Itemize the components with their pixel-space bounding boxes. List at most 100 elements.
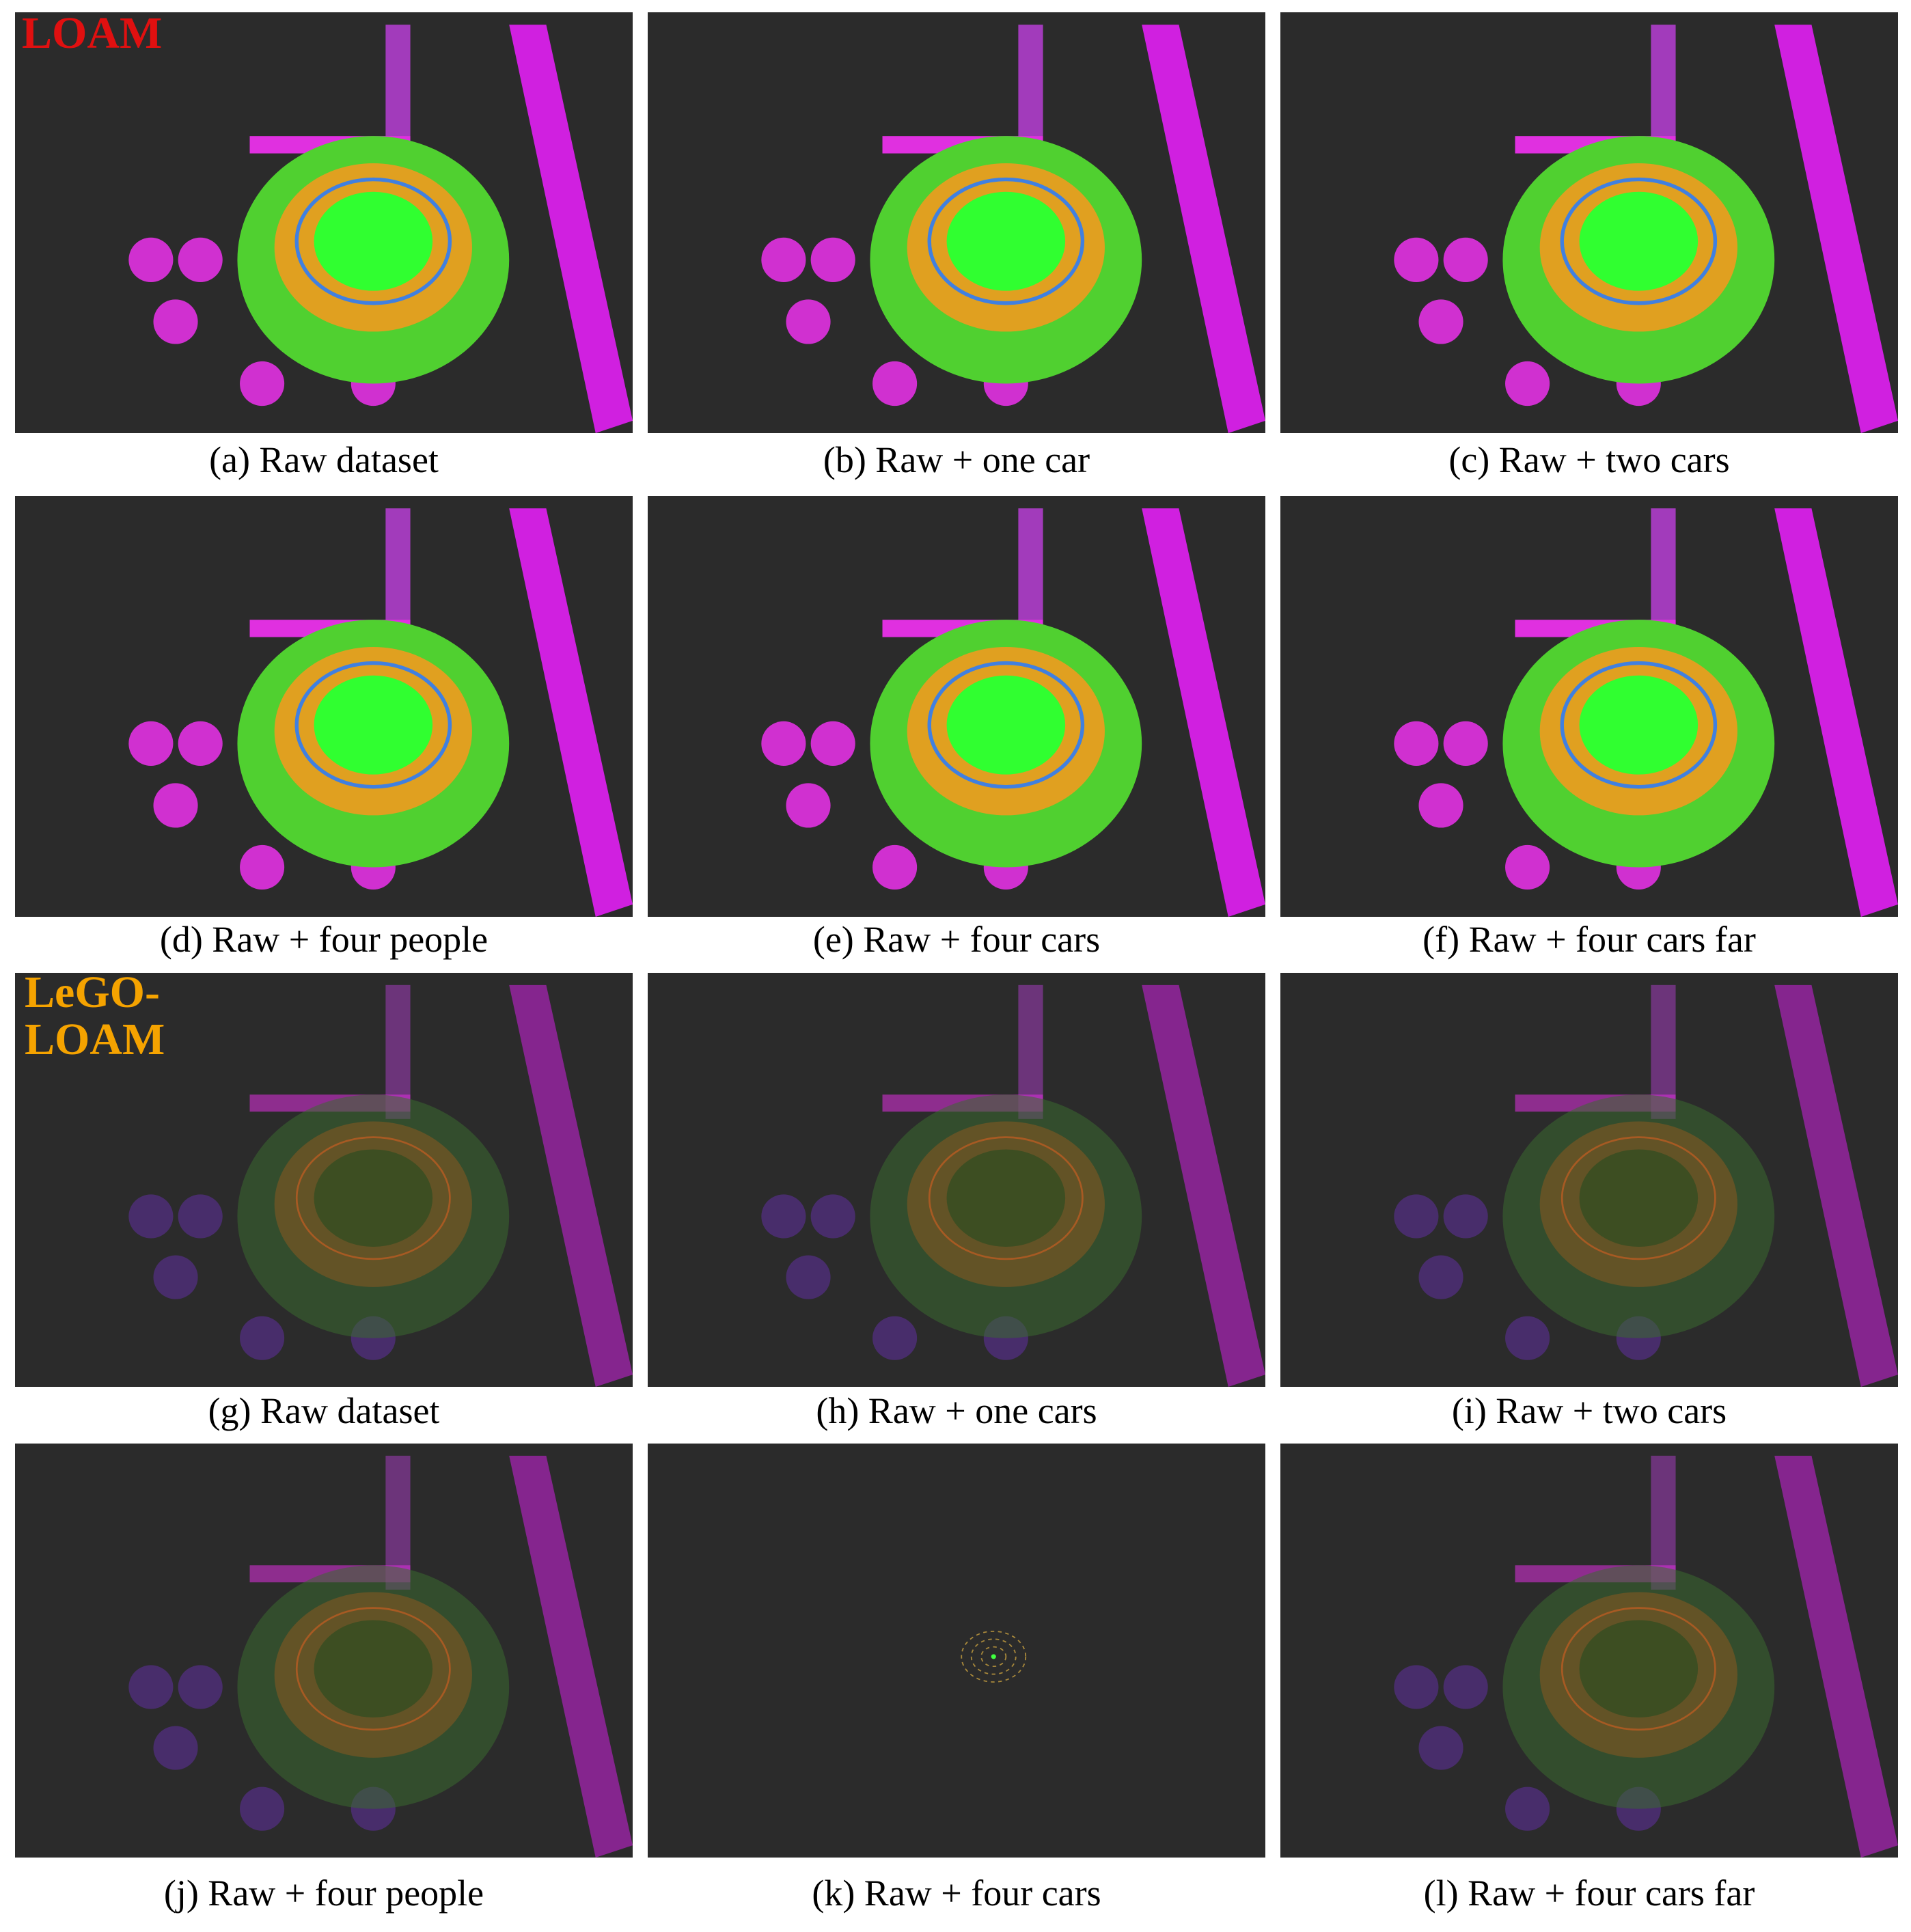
- tree-cluster: [786, 299, 831, 344]
- map-render: [1394, 984, 1898, 1387]
- tree-cluster: [786, 783, 831, 828]
- tree-cluster: [153, 783, 198, 828]
- building-wall: [1774, 25, 1898, 433]
- tree-cluster: [1505, 844, 1550, 890]
- ground-center: [1579, 191, 1699, 291]
- trajectory-ring: [295, 1607, 451, 1731]
- tree-cluster: [1505, 361, 1550, 406]
- map-render: [761, 984, 1265, 1387]
- tree-cluster: [1443, 721, 1488, 766]
- tree-cluster: [872, 361, 918, 406]
- map-render: [128, 25, 633, 433]
- scan-ring: [980, 1646, 1007, 1668]
- tree-cluster: [240, 844, 285, 890]
- point-cloud-map: [1280, 496, 1898, 917]
- trajectory-ring: [294, 177, 452, 305]
- tree-cluster: [761, 237, 806, 282]
- scan-ring: [961, 1630, 1027, 1683]
- tree-cluster: [761, 721, 806, 766]
- tree-cluster: [810, 721, 855, 766]
- building-wall: [509, 1455, 633, 1858]
- building-wall: [1142, 508, 1265, 917]
- tree-cluster: [178, 721, 223, 766]
- trajectory-ring: [928, 1136, 1084, 1260]
- point-cloud-map: [15, 1444, 633, 1858]
- tree-cluster: [153, 1255, 198, 1299]
- map-render: [1394, 508, 1898, 917]
- sensor-point: [991, 1654, 996, 1659]
- panel-caption: (h) Raw + one cars: [816, 1390, 1097, 1431]
- ground-center: [314, 1149, 433, 1247]
- method-label-line: LOAM: [25, 1015, 165, 1065]
- panel-caption: (f) Raw + four cars far: [1422, 919, 1756, 960]
- panel-caption: (i) Raw + two cars: [1451, 1390, 1727, 1431]
- trajectory-ring: [295, 1136, 451, 1260]
- tree-cluster: [786, 1255, 831, 1299]
- tree-cluster: [1418, 1726, 1463, 1770]
- trajectory-ring: [1560, 177, 1718, 305]
- ground-center: [946, 675, 1066, 775]
- panel-caption: (g) Raw dataset: [208, 1390, 440, 1431]
- map-render: [128, 1455, 633, 1858]
- building-wall: [1142, 984, 1265, 1387]
- map-render: [761, 508, 1265, 917]
- tree-cluster: [1394, 237, 1439, 282]
- tree-cluster: [1443, 237, 1488, 282]
- ground-center: [314, 191, 433, 291]
- map-render: [761, 25, 1265, 433]
- panel-caption: (j) Raw + four people: [163, 1873, 484, 1914]
- ground-center: [946, 1149, 1066, 1247]
- tree-cluster: [1505, 1316, 1550, 1360]
- method-label: LeGO- LOAM: [25, 969, 165, 1064]
- method-label-line: LeGO-: [25, 967, 160, 1017]
- tree-cluster: [872, 1316, 918, 1360]
- building-wall: [1774, 1455, 1898, 1858]
- ground-center: [1579, 1149, 1699, 1247]
- trajectory-ring: [1561, 1607, 1716, 1731]
- panel-caption: (k) Raw + four cars: [812, 1873, 1101, 1914]
- tree-cluster: [1418, 1255, 1463, 1299]
- building-wall: [509, 508, 633, 917]
- tree-cluster: [240, 361, 285, 406]
- point-cloud-map: [648, 973, 1265, 1387]
- panel-caption: (a) Raw dataset: [209, 439, 439, 480]
- tree-cluster: [128, 1665, 174, 1709]
- panel-caption: (c) Raw + two cars: [1448, 439, 1730, 480]
- building-wall: [1142, 25, 1265, 433]
- tree-cluster: [1505, 1786, 1550, 1831]
- point-cloud-map: [15, 496, 633, 917]
- map-render: [128, 508, 633, 917]
- ground-center: [1579, 675, 1699, 775]
- tree-cluster: [1394, 1194, 1439, 1239]
- trajectory-ring: [927, 661, 1085, 789]
- panel-caption: (b) Raw + one car: [823, 439, 1090, 480]
- tree-cluster: [810, 1194, 855, 1239]
- tree-cluster: [153, 299, 198, 344]
- tree-cluster: [240, 1786, 285, 1831]
- trajectory-ring: [1561, 1136, 1716, 1260]
- tree-cluster: [1394, 1665, 1439, 1709]
- ground-center: [1579, 1620, 1699, 1718]
- tree-cluster: [761, 1194, 806, 1239]
- map-render: [961, 1630, 1027, 1683]
- trajectory-ring: [1560, 661, 1718, 789]
- map-render: [1394, 1455, 1898, 1858]
- panel-caption: (e) Raw + four cars: [812, 919, 1101, 960]
- tree-cluster: [153, 1726, 198, 1770]
- ground-center: [946, 191, 1066, 291]
- map-render: [128, 984, 633, 1387]
- point-cloud-map: [15, 12, 633, 433]
- building-wall: [1774, 508, 1898, 917]
- building-wall: [509, 25, 633, 433]
- tree-cluster: [240, 1316, 285, 1360]
- map-render: [1394, 25, 1898, 433]
- tree-cluster: [128, 237, 174, 282]
- tree-cluster: [1418, 783, 1463, 828]
- panel-caption: (l) Raw + four cars far: [1423, 1873, 1755, 1914]
- point-cloud-map: [648, 496, 1265, 917]
- method-label: LOAM: [22, 8, 163, 58]
- building-wall: [1774, 984, 1898, 1387]
- point-cloud-map: [1280, 1444, 1898, 1858]
- tree-cluster: [872, 844, 918, 890]
